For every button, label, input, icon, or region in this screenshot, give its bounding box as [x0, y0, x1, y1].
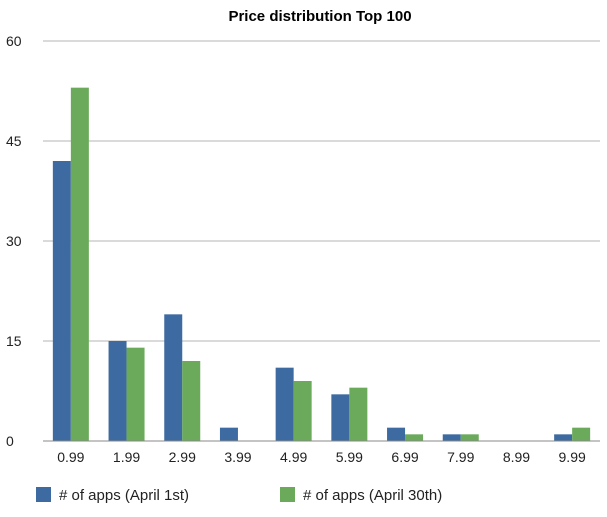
x-tick-label: 5.99: [336, 449, 363, 465]
chart-title: Price distribution Top 100: [228, 8, 411, 25]
bar-april-30th-5-99: [349, 387, 368, 441]
bar-april-30th-7-99: [460, 434, 479, 441]
bar-april-1st-4-99: [275, 367, 294, 441]
bars: [43, 87, 600, 442]
y-tick-label: 60: [6, 33, 22, 49]
bar-april-30th-0-99: [70, 87, 89, 442]
x-tick-label: 7.99: [447, 449, 474, 465]
legend-label-april-30th: # of apps (April 30th): [303, 487, 442, 504]
legend-label-april-1st: # of apps (April 1st): [59, 487, 189, 504]
bar-april-30th-6-99: [405, 434, 424, 441]
bar-april-1st-5-99: [331, 394, 350, 441]
legend: # of apps (April 1st) # of apps (April 3…: [36, 487, 442, 504]
bar-april-1st-6-99: [387, 427, 406, 441]
y-axis-ticks: 0 15 30 45 60: [6, 33, 22, 449]
bar-april-30th-2-99: [182, 361, 201, 441]
bar-april-1st-1-99: [108, 341, 127, 441]
bar-april-1st-3-99: [219, 427, 238, 441]
y-tick-label: 30: [6, 233, 22, 249]
x-tick-label: 9.99: [559, 449, 586, 465]
x-tick-label: 6.99: [391, 449, 418, 465]
x-tick-label: 3.99: [224, 449, 251, 465]
legend-swatch-april-1st: [36, 487, 51, 502]
bar-april-30th-1-99: [126, 347, 145, 441]
y-tick-label: 0: [6, 433, 14, 449]
x-axis-ticks: 0.99 1.99 2.99 3.99 4.99 5.99 6.99 7.99 8.99 9.99: [57, 449, 586, 465]
x-tick-label: 8.99: [503, 449, 530, 465]
bar-april-1st-9-99: [554, 434, 573, 441]
bar-april-1st-7-99: [442, 434, 461, 441]
bar-april-30th-4-99: [293, 381, 312, 441]
bar-april-1st-2-99: [164, 314, 183, 441]
bar-april-30th-9-99: [572, 427, 591, 441]
bar-april-1st-0-99: [52, 161, 71, 441]
y-tick-label: 15: [6, 333, 22, 349]
x-tick-label: 4.99: [280, 449, 307, 465]
x-tick-label: 0.99: [57, 449, 84, 465]
x-tick-label: 2.99: [169, 449, 196, 465]
x-tick-label: 1.99: [113, 449, 140, 465]
legend-swatch-april-30th: [280, 487, 295, 502]
y-tick-label: 45: [6, 133, 22, 149]
